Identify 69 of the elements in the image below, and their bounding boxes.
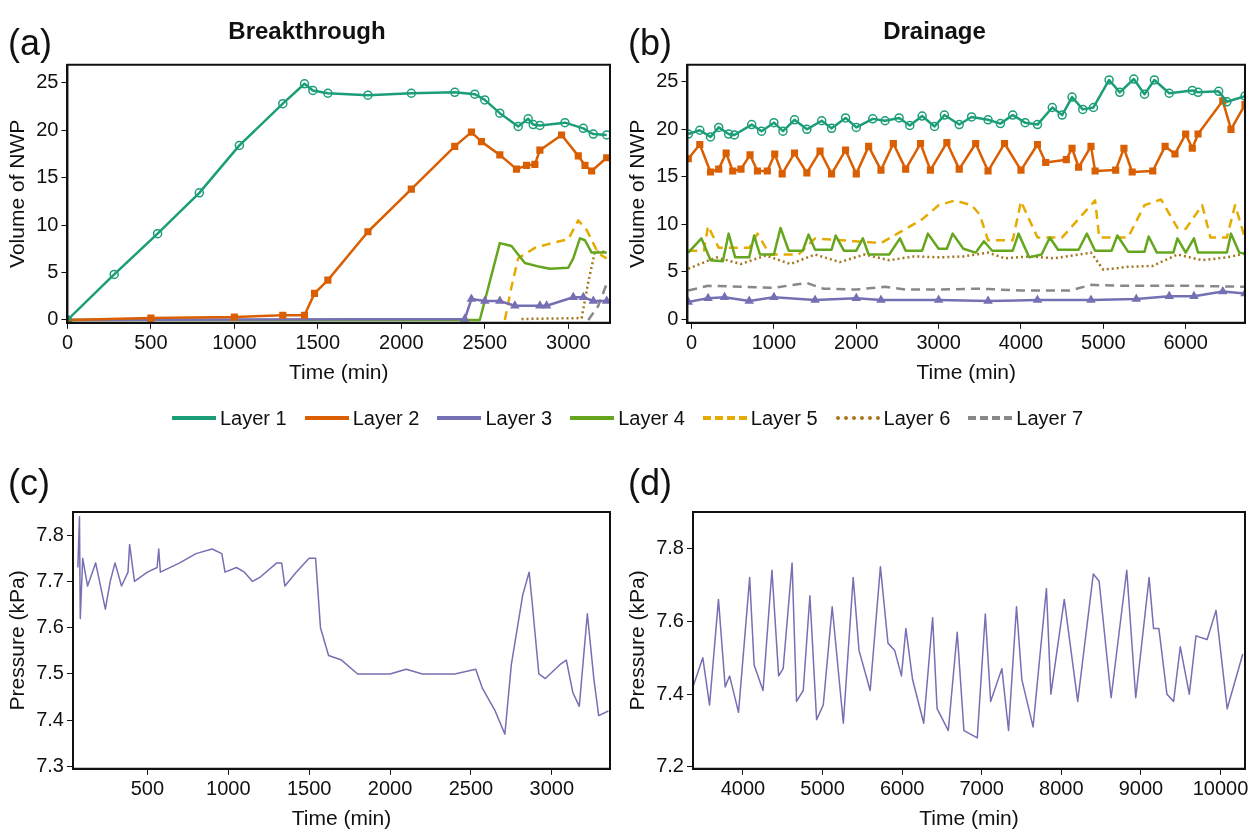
y-tick-label: 7.8 bbox=[36, 522, 64, 545]
y-tick-label: 10 bbox=[36, 212, 59, 235]
x-tick-label: 9000 bbox=[1118, 777, 1164, 800]
x-tick-label: 3000 bbox=[546, 331, 591, 354]
x-tick-label: 1500 bbox=[286, 777, 332, 800]
x-tick-label: 1000 bbox=[751, 331, 797, 354]
x-tick-label: 2000 bbox=[367, 777, 413, 800]
legend-label: Layer 3 bbox=[485, 406, 553, 430]
legend-label: Layer 2 bbox=[352, 406, 420, 430]
y-axis-title: Volume of NWP bbox=[5, 119, 29, 268]
y-tick-label: 7.4 bbox=[656, 681, 684, 704]
y-tick-label: 7.2 bbox=[656, 754, 684, 777]
x-tick-label: 2000 bbox=[834, 331, 879, 354]
legend-label: Layer 1 bbox=[219, 406, 287, 430]
x-axis-title: Time (min) bbox=[288, 360, 389, 384]
y-tick-label: 0 bbox=[47, 307, 59, 330]
y-tick-label: 15 bbox=[656, 164, 679, 187]
y-tick-label: 7.3 bbox=[36, 754, 64, 776]
y-tick-label: 0 bbox=[667, 306, 679, 329]
chart-title: Drainage bbox=[883, 17, 986, 45]
text: (b) bbox=[628, 22, 672, 64]
y-tick-label: 20 bbox=[36, 117, 59, 140]
x-axis-title: Time (min) bbox=[916, 360, 1016, 384]
x-tick-label: 3000 bbox=[916, 331, 961, 354]
y-tick-label: 5 bbox=[667, 259, 679, 282]
text: (c) bbox=[8, 462, 50, 504]
legend-label: Layer 4 bbox=[618, 406, 685, 430]
y-tick-label: 15 bbox=[36, 165, 59, 188]
x-tick-label: 8000 bbox=[1039, 777, 1084, 800]
x-tick-label: 7000 bbox=[959, 777, 1004, 800]
x-tick-label: 6000 bbox=[879, 777, 925, 800]
x-tick-label: 2000 bbox=[379, 331, 424, 354]
x-tick-label: 4000 bbox=[720, 777, 766, 800]
y-tick-label: 10 bbox=[656, 211, 679, 234]
x-tick-label: 2500 bbox=[448, 777, 494, 800]
x-tick-label: 4000 bbox=[998, 331, 1044, 354]
x-tick-label: 3000 bbox=[529, 777, 575, 800]
x-tick-label: 1500 bbox=[295, 331, 341, 354]
y-tick-label: 25 bbox=[36, 70, 59, 93]
legend-label: Layer 7 bbox=[1016, 406, 1084, 430]
legend-label: Layer 6 bbox=[883, 406, 951, 430]
x-tick-label: 0 bbox=[686, 331, 698, 354]
y-tick-label: 7.4 bbox=[36, 707, 64, 730]
y-tick-label: 7.6 bbox=[36, 615, 64, 638]
y-axis-title: Volume of NWP bbox=[625, 119, 649, 268]
x-tick-label: 5000 bbox=[800, 777, 845, 800]
y-axis-title: Pressure (kPa) bbox=[5, 570, 29, 711]
y-tick-label: 7.5 bbox=[36, 661, 64, 684]
x-axis-title: Time (min) bbox=[919, 806, 1019, 830]
x-tick-label: 1000 bbox=[206, 777, 251, 800]
y-tick-label: 7.7 bbox=[36, 568, 64, 591]
y-tick-label: 7.6 bbox=[656, 608, 684, 631]
chart-title: Breakthrough bbox=[228, 17, 386, 45]
x-tick-label: 1000 bbox=[212, 331, 257, 354]
x-tick-label: 6000 bbox=[1163, 331, 1208, 354]
y-axis-title: Pressure (kPa) bbox=[625, 570, 649, 711]
legend-label: Layer 5 bbox=[750, 406, 818, 430]
y-tick-label: 5 bbox=[47, 260, 59, 283]
y-tick-label: 25 bbox=[656, 69, 679, 92]
y-tick-label: 20 bbox=[656, 116, 679, 139]
x-axis-title: Time (min) bbox=[291, 806, 392, 830]
x-tick-label: 10000 bbox=[1192, 777, 1249, 800]
text: (d) bbox=[628, 462, 672, 504]
x-tick-label: 2500 bbox=[462, 331, 508, 354]
x-tick-label: 500 bbox=[134, 331, 168, 354]
x-tick-label: 5000 bbox=[1081, 331, 1126, 354]
text: (a) bbox=[8, 22, 52, 64]
y-tick-label: 7.8 bbox=[656, 535, 684, 558]
x-tick-label: 500 bbox=[130, 777, 165, 800]
